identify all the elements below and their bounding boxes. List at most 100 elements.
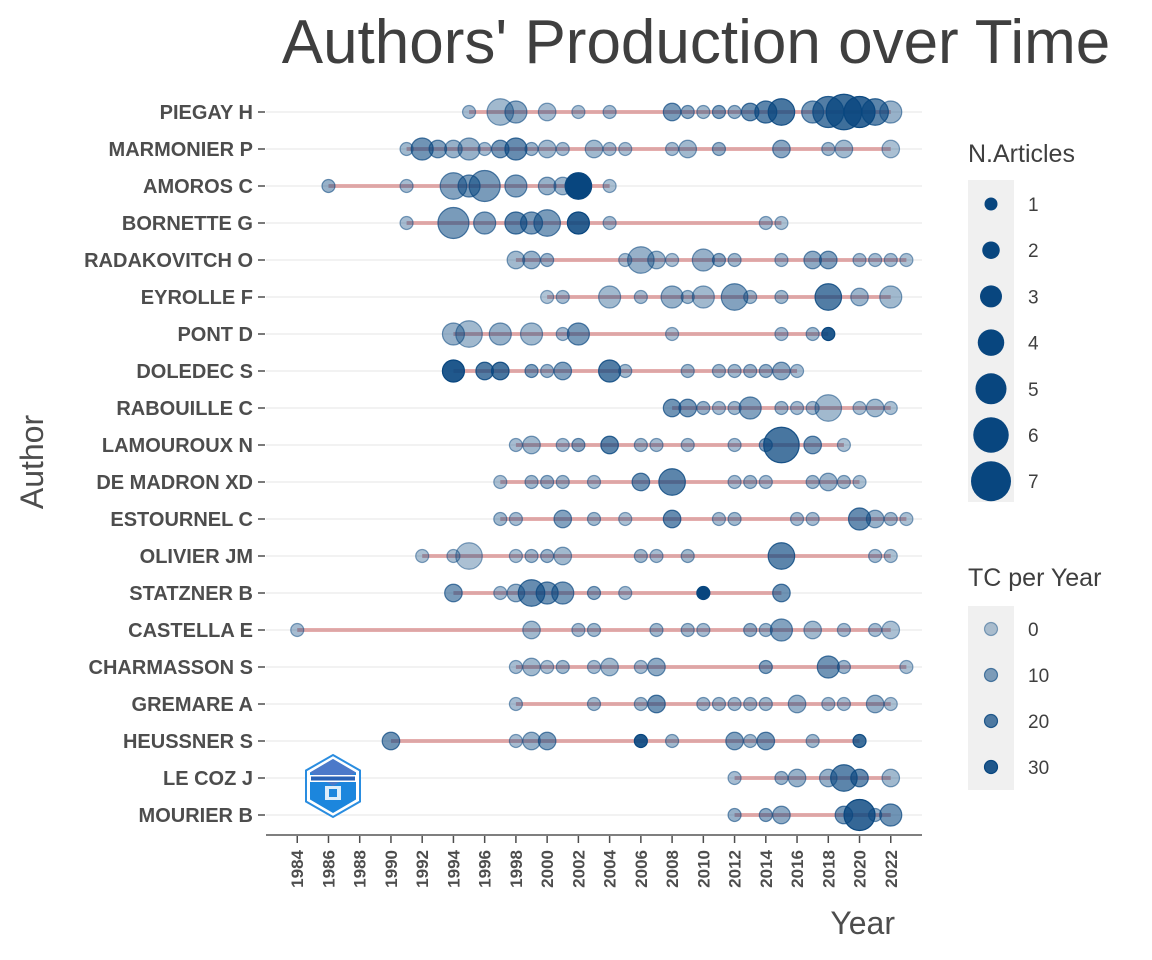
- data-point: [444, 139, 463, 159]
- data-point: [836, 622, 852, 638]
- y-axis-title: Author: [14, 415, 50, 510]
- data-point: [805, 511, 820, 527]
- legend-size-title: N.Articles: [968, 140, 1075, 168]
- data-point: [865, 694, 885, 714]
- data-point: [618, 141, 633, 157]
- y-tick-label: RADAKOVITCH O: [84, 250, 253, 272]
- y-tick-label: EYROLLE F: [141, 287, 253, 309]
- y-tick-label: AMOROS C: [143, 176, 253, 198]
- data-point: [758, 363, 773, 379]
- data-point: [680, 548, 695, 564]
- data-point: [633, 733, 648, 749]
- data-point: [586, 585, 602, 601]
- data-point: [444, 583, 463, 603]
- y-tick-label: MOURIER B: [139, 805, 253, 827]
- legend-size-swatch: [982, 241, 1000, 259]
- data-point: [504, 100, 528, 124]
- data-point: [522, 657, 541, 677]
- data-point: [727, 252, 742, 268]
- data-point: [522, 250, 541, 270]
- data-point: [658, 468, 686, 496]
- data-point: [660, 285, 684, 309]
- data-point: [725, 731, 744, 751]
- legend-size-swatch: [980, 285, 1002, 308]
- data-point: [524, 548, 539, 564]
- legend-alpha-label: 0: [1028, 620, 1039, 641]
- data-point: [711, 141, 727, 157]
- data-point: [381, 731, 401, 751]
- data-point: [493, 511, 508, 527]
- data-point: [772, 805, 791, 825]
- data-point: [533, 209, 561, 237]
- legend-size-swatch: [973, 417, 1009, 453]
- data-point: [789, 511, 805, 527]
- x-tick-label: 1992: [413, 850, 432, 888]
- data-point: [506, 250, 526, 270]
- data-point: [803, 250, 823, 270]
- data-point: [566, 211, 590, 235]
- data-point: [540, 659, 555, 675]
- data-point: [664, 252, 680, 268]
- y-tick-label: PONT D: [177, 324, 253, 346]
- legend-size-label: 4: [1028, 334, 1039, 355]
- legend-alpha-label: 20: [1028, 712, 1049, 733]
- data-point: [738, 396, 762, 420]
- data-point: [540, 252, 555, 268]
- data-point: [540, 289, 555, 305]
- data-point: [598, 285, 622, 309]
- data-point: [818, 472, 838, 492]
- data-point: [789, 400, 805, 416]
- legend-alpha-key-bg: [968, 606, 1014, 790]
- data-point: [475, 361, 495, 381]
- data-point: [772, 583, 791, 603]
- x-tick-label: 1984: [288, 849, 307, 887]
- data-point: [555, 474, 570, 490]
- x-tick-label: 2012: [726, 850, 745, 888]
- data-point: [618, 363, 633, 379]
- data-point: [836, 659, 852, 675]
- data-point: [774, 289, 789, 305]
- data-point: [602, 141, 617, 157]
- data-point: [727, 363, 742, 379]
- data-point: [743, 696, 758, 712]
- data-point: [696, 104, 711, 120]
- data-point: [488, 322, 512, 346]
- data-point: [818, 250, 838, 270]
- data-point: [618, 511, 633, 527]
- legend-size-label: 6: [1028, 426, 1039, 447]
- legend-alpha-title: TC per Year: [968, 564, 1101, 592]
- data-point: [399, 215, 414, 231]
- x-tick-label: 2016: [788, 850, 807, 888]
- data-point: [633, 696, 648, 712]
- y-tick-label: HEUSSNER S: [123, 731, 253, 753]
- data-point: [540, 363, 555, 379]
- y-tick-label: BORNETTE G: [122, 213, 253, 235]
- data-point: [711, 696, 727, 712]
- data-point: [774, 215, 789, 231]
- data-point: [633, 289, 648, 305]
- data-point: [586, 511, 602, 527]
- y-tick-label: DE MADRON XD: [96, 472, 253, 494]
- x-tick-label: 1988: [351, 850, 370, 888]
- data-point: [571, 104, 586, 120]
- data-point: [664, 141, 680, 157]
- data-point: [504, 174, 528, 198]
- data-point: [540, 474, 555, 490]
- data-point: [537, 139, 557, 159]
- data-point: [847, 507, 872, 531]
- data-point: [743, 363, 758, 379]
- data-point: [758, 215, 773, 231]
- data-point: [899, 252, 914, 268]
- x-tick-label: 1986: [319, 850, 338, 888]
- data-point: [821, 141, 836, 157]
- x-axis-title: Year: [830, 905, 895, 941]
- data-point: [852, 400, 867, 416]
- legend-size-label: 3: [1028, 287, 1039, 308]
- data-point: [883, 252, 898, 268]
- data-point: [881, 768, 901, 788]
- data-point: [879, 100, 903, 124]
- y-tick-label: STATZNER B: [129, 583, 253, 605]
- data-point: [881, 620, 901, 640]
- legend-tc-per-year: TC per Year 0 10 20 30: [968, 564, 1101, 790]
- data-point: [662, 509, 682, 529]
